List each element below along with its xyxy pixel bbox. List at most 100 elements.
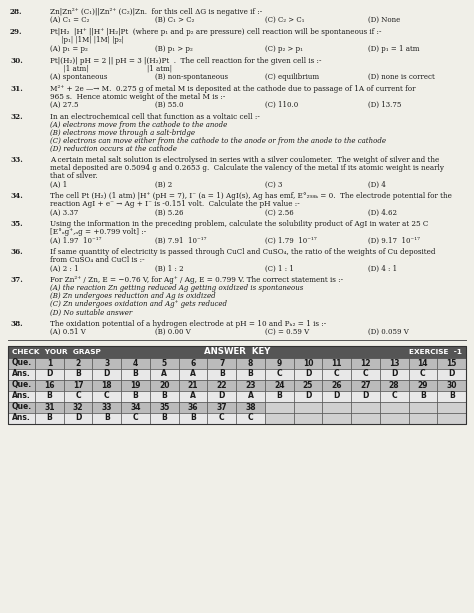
Bar bbox=[8, 357, 35, 368]
Text: C: C bbox=[219, 414, 225, 422]
Text: D: D bbox=[391, 370, 397, 378]
Text: (A) the reaction Zn getting reduced Ag getting oxidized is spontaneous: (A) the reaction Zn getting reduced Ag g… bbox=[50, 284, 303, 292]
Text: 38.: 38. bbox=[10, 320, 23, 328]
Bar bbox=[236, 402, 265, 413]
Text: 33.: 33. bbox=[10, 156, 23, 164]
Text: (D) 4.62: (D) 4.62 bbox=[368, 208, 397, 216]
Text: (A) 0.51 V: (A) 0.51 V bbox=[50, 328, 86, 336]
Text: 37: 37 bbox=[217, 403, 227, 411]
Bar bbox=[293, 413, 322, 424]
Text: |p₁| |1M| |1M| |p₂|: |p₁| |1M| |1M| |p₂| bbox=[50, 36, 124, 44]
Bar bbox=[236, 368, 265, 379]
Text: B: B bbox=[219, 370, 225, 378]
Bar bbox=[8, 379, 35, 390]
Bar bbox=[121, 390, 150, 402]
Text: (C) p₂ > p₁: (C) p₂ > p₁ bbox=[265, 45, 303, 53]
Text: D: D bbox=[219, 392, 225, 400]
Bar bbox=[265, 413, 293, 424]
Text: (C) Zn undergoes oxidation and Ag⁺ gets reduced: (C) Zn undergoes oxidation and Ag⁺ gets … bbox=[50, 300, 227, 308]
Text: 32.: 32. bbox=[10, 113, 23, 121]
Text: 8: 8 bbox=[248, 359, 253, 368]
Text: 6: 6 bbox=[191, 359, 196, 368]
Text: 3: 3 bbox=[104, 359, 109, 368]
Text: C: C bbox=[363, 370, 368, 378]
Text: that of silver.: that of silver. bbox=[50, 172, 98, 180]
Bar bbox=[92, 402, 121, 413]
Bar bbox=[438, 357, 466, 368]
Text: B: B bbox=[276, 392, 282, 400]
Text: 20: 20 bbox=[159, 381, 170, 389]
Bar bbox=[121, 413, 150, 424]
Bar bbox=[35, 413, 64, 424]
Text: 18: 18 bbox=[101, 381, 112, 389]
Text: B: B bbox=[247, 370, 254, 378]
Text: 30: 30 bbox=[447, 381, 457, 389]
Bar bbox=[121, 379, 150, 390]
Bar bbox=[35, 379, 64, 390]
Bar bbox=[265, 368, 293, 379]
Text: 34: 34 bbox=[130, 403, 141, 411]
Text: 35.: 35. bbox=[10, 221, 23, 229]
Text: (B) electrons move through a salt-bridge: (B) electrons move through a salt-bridge bbox=[50, 129, 195, 137]
Bar bbox=[208, 368, 236, 379]
Text: (A) C₁ = C₂: (A) C₁ = C₂ bbox=[50, 16, 89, 24]
Bar bbox=[438, 368, 466, 379]
Text: (A) electrons move from the cathode to the anode: (A) electrons move from the cathode to t… bbox=[50, 121, 227, 129]
Bar bbox=[351, 357, 380, 368]
Text: (D) 13.75: (D) 13.75 bbox=[368, 101, 401, 109]
Text: EXERCISE  -1: EXERCISE -1 bbox=[409, 349, 462, 354]
Text: The oxidation potential of a hydrogen electrode at pH = 10 and Pₕ₂ = 1 is :-: The oxidation potential of a hydrogen el… bbox=[50, 320, 326, 328]
Text: 21: 21 bbox=[188, 381, 198, 389]
Text: B: B bbox=[133, 370, 138, 378]
Bar bbox=[64, 368, 92, 379]
Text: 12: 12 bbox=[360, 359, 371, 368]
Text: 16: 16 bbox=[44, 381, 55, 389]
Text: 1: 1 bbox=[47, 359, 52, 368]
Bar bbox=[179, 390, 208, 402]
Text: (C) C₂ > C₁: (C) C₂ > C₁ bbox=[265, 16, 304, 24]
Text: 5: 5 bbox=[162, 359, 167, 368]
Text: from CuSO₄ and CuCl is :-: from CuSO₄ and CuCl is :- bbox=[50, 256, 145, 264]
Bar bbox=[351, 413, 380, 424]
Text: B: B bbox=[162, 392, 167, 400]
Text: (D) 4 : 1: (D) 4 : 1 bbox=[368, 264, 397, 273]
Text: (C) 110.0: (C) 110.0 bbox=[265, 101, 298, 109]
Bar bbox=[409, 402, 438, 413]
Text: C: C bbox=[334, 370, 339, 378]
Bar bbox=[438, 379, 466, 390]
Text: A: A bbox=[161, 370, 167, 378]
Text: (D) None: (D) None bbox=[368, 16, 400, 24]
Text: Que.: Que. bbox=[11, 359, 32, 368]
Text: (D) 0.059 V: (D) 0.059 V bbox=[368, 328, 409, 336]
Text: B: B bbox=[133, 392, 138, 400]
Text: |1 atm|                          |1 atm|: |1 atm| |1 atm| bbox=[50, 65, 172, 73]
Text: (A) spontaneous: (A) spontaneous bbox=[50, 73, 108, 81]
Bar bbox=[150, 402, 179, 413]
Text: 36: 36 bbox=[188, 403, 198, 411]
Bar bbox=[293, 379, 322, 390]
Text: (B) non-spontaneous: (B) non-spontaneous bbox=[155, 73, 228, 81]
Text: B: B bbox=[46, 414, 52, 422]
Bar bbox=[380, 357, 409, 368]
Text: 33: 33 bbox=[101, 403, 112, 411]
Bar bbox=[322, 402, 351, 413]
Text: 26: 26 bbox=[331, 381, 342, 389]
Text: B: B bbox=[162, 414, 167, 422]
Bar bbox=[208, 402, 236, 413]
Text: (A) p₁ = p₂: (A) p₁ = p₂ bbox=[50, 45, 88, 53]
Bar bbox=[208, 379, 236, 390]
Bar bbox=[438, 402, 466, 413]
Text: (D) none is correct: (D) none is correct bbox=[368, 73, 435, 81]
Bar bbox=[380, 413, 409, 424]
Text: 13: 13 bbox=[389, 359, 400, 368]
Text: metal deposited are 0.5094 g and 0.2653 g.  Calculate the valency of the metal i: metal deposited are 0.5094 g and 0.2653 … bbox=[50, 164, 444, 172]
Bar bbox=[179, 368, 208, 379]
Text: (B) 1 : 2: (B) 1 : 2 bbox=[155, 264, 183, 273]
Text: Pt|H₂  |H⁺ ||H⁺ |H₂|Pt  (where p₁ and p₂ are pressure) cell reaction will be spo: Pt|H₂ |H⁺ ||H⁺ |H₂|Pt (where p₁ and p₂ a… bbox=[50, 28, 382, 36]
Text: (A) 2 : 1: (A) 2 : 1 bbox=[50, 264, 79, 273]
Bar bbox=[438, 390, 466, 402]
Bar bbox=[351, 390, 380, 402]
Text: C: C bbox=[75, 392, 81, 400]
Text: 35: 35 bbox=[159, 403, 170, 411]
Bar bbox=[322, 357, 351, 368]
